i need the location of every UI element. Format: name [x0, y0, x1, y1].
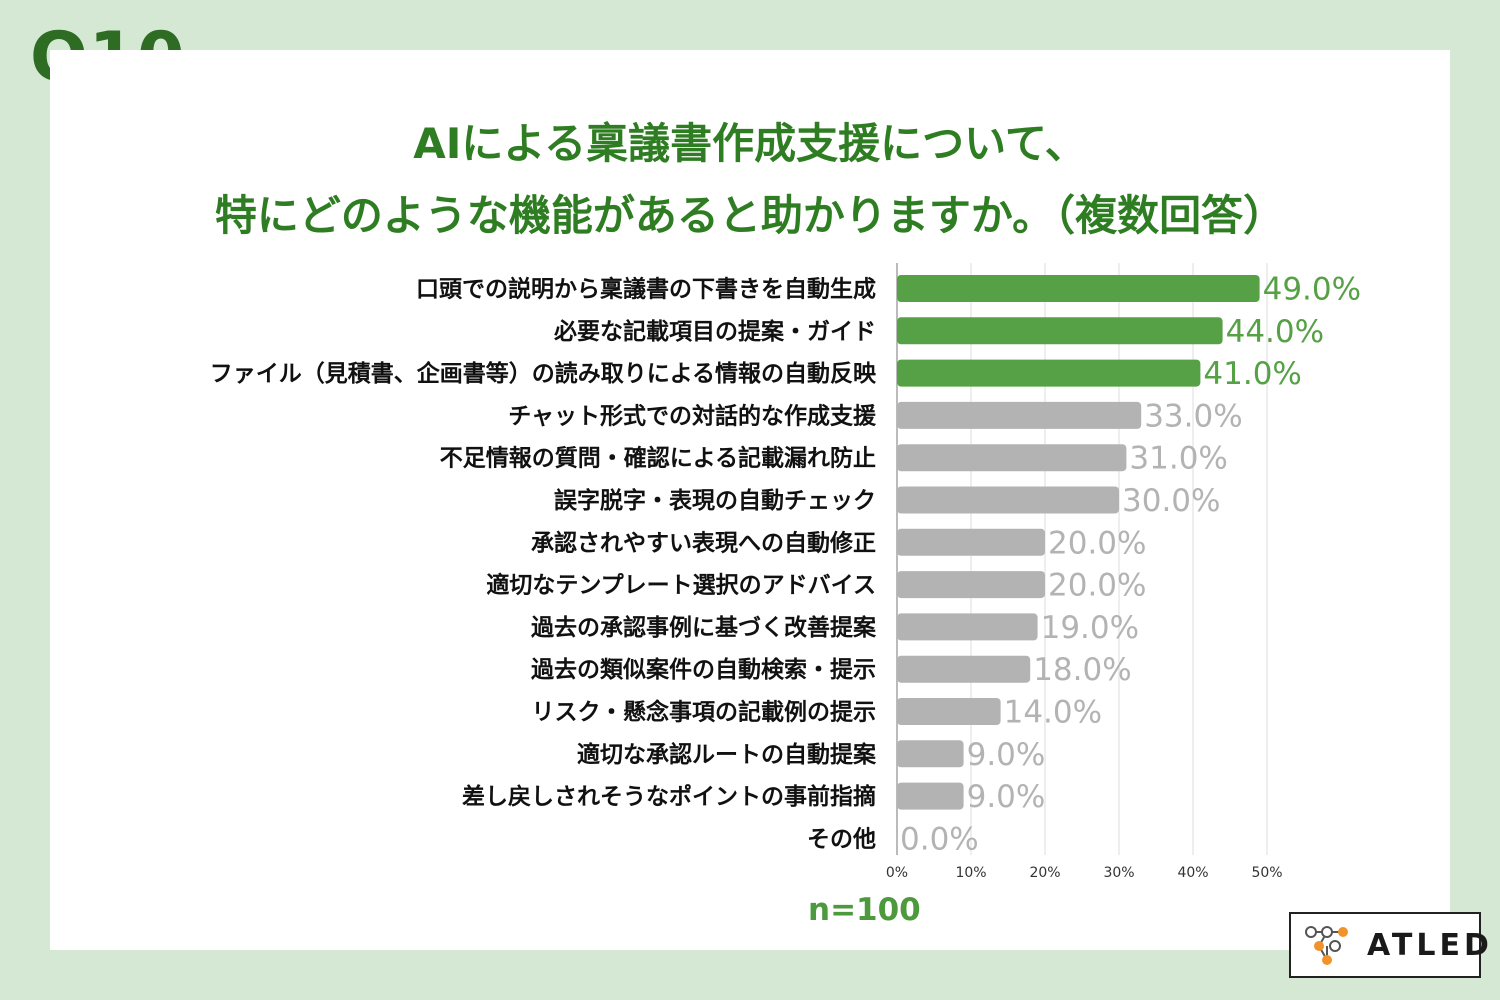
- logo-text: ATLED: [1367, 928, 1493, 963]
- bar: [897, 275, 1260, 302]
- value-label: 9.0%: [967, 779, 1046, 815]
- chart-card: AIによる稟議書作成支援について、 特にどのような機能があると助かりますか。（複…: [50, 50, 1450, 950]
- category-label: 不足情報の質問・確認による記載漏れ防止: [440, 445, 876, 472]
- value-label: 30.0%: [1122, 483, 1220, 519]
- category-label: 口頭での説明から稟議書の下書きを自動生成: [416, 276, 876, 303]
- bar: [897, 655, 1031, 683]
- value-label: 44.0%: [1226, 314, 1324, 350]
- category-label: 過去の類似案件の自動検索・提示: [531, 656, 876, 683]
- category-label: 承認されやすい表現への自動修正: [531, 529, 876, 556]
- value-label: 20.0%: [1048, 525, 1146, 561]
- value-label: 31.0%: [1129, 441, 1227, 477]
- bar: [897, 528, 1045, 556]
- category-label: チャット形式での対話的な作成支援: [508, 402, 877, 429]
- value-label: 49.0%: [1263, 272, 1361, 308]
- x-tick-label: 10%: [955, 865, 986, 881]
- value-label: 9.0%: [967, 737, 1046, 773]
- bar: [897, 613, 1038, 641]
- category-label: その他: [807, 826, 876, 852]
- category-label: 必要な記載項目の提案・ガイド: [554, 318, 876, 345]
- bar: [897, 444, 1127, 472]
- value-label: 14.0%: [1004, 695, 1102, 731]
- value-label: 33.0%: [1144, 398, 1242, 434]
- category-label: 適切なテンプレート選択のアドバイス: [486, 572, 876, 599]
- category-label: 過去の承認事例に基づく改善提案: [531, 614, 877, 641]
- x-tick-label: 0%: [886, 865, 908, 881]
- bar: [897, 359, 1201, 387]
- category-label: 差し戻しされそうなポイントの事前指摘: [462, 783, 876, 810]
- atled-logo: ATLED: [1289, 912, 1489, 978]
- category-label: ファイル（見積書、企画書等）の読み取りによる情報の自動反映: [210, 360, 877, 387]
- chart-title-line-1: AIによる稟議書作成支援について、: [413, 119, 1087, 168]
- category-label: リスク・懸念事項の記載例の提示: [531, 699, 876, 726]
- bar: [897, 571, 1045, 599]
- x-tick-label: 50%: [1251, 865, 1282, 881]
- x-tick-label: 40%: [1177, 865, 1208, 881]
- bar: [897, 401, 1142, 429]
- bar: [897, 740, 964, 768]
- bar: [897, 782, 964, 810]
- chart-title: AIによる稟議書作成支援について、 特にどのような機能があると助かりますか。（複…: [50, 108, 1450, 252]
- x-tick-label: 30%: [1103, 865, 1134, 881]
- category-label: 誤字脱字・表現の自動チェック: [554, 487, 876, 514]
- value-label: 20.0%: [1048, 568, 1146, 604]
- logo-mark-icon: [1305, 926, 1348, 965]
- bar: [897, 317, 1223, 345]
- bar: [897, 698, 1001, 725]
- sample-size-label: n=100: [808, 892, 921, 928]
- value-label: 41.0%: [1203, 356, 1301, 392]
- category-label: 適切な承認ルートの自動提案: [577, 741, 877, 768]
- value-label: 0.0%: [900, 821, 979, 857]
- chart-title-line-2: 特にどのような機能があると助かりますか。（複数回答）: [214, 191, 1286, 240]
- value-label: 19.0%: [1041, 610, 1139, 646]
- bar-chart: 0% 10% 20% 30% 40% 50% 口頭での説明から稟議書の下書きを自動生成 49.…: [210, 263, 1361, 881]
- value-label: 18.0%: [1033, 652, 1131, 688]
- x-tick-label: 20%: [1029, 865, 1060, 881]
- bar: [897, 486, 1119, 514]
